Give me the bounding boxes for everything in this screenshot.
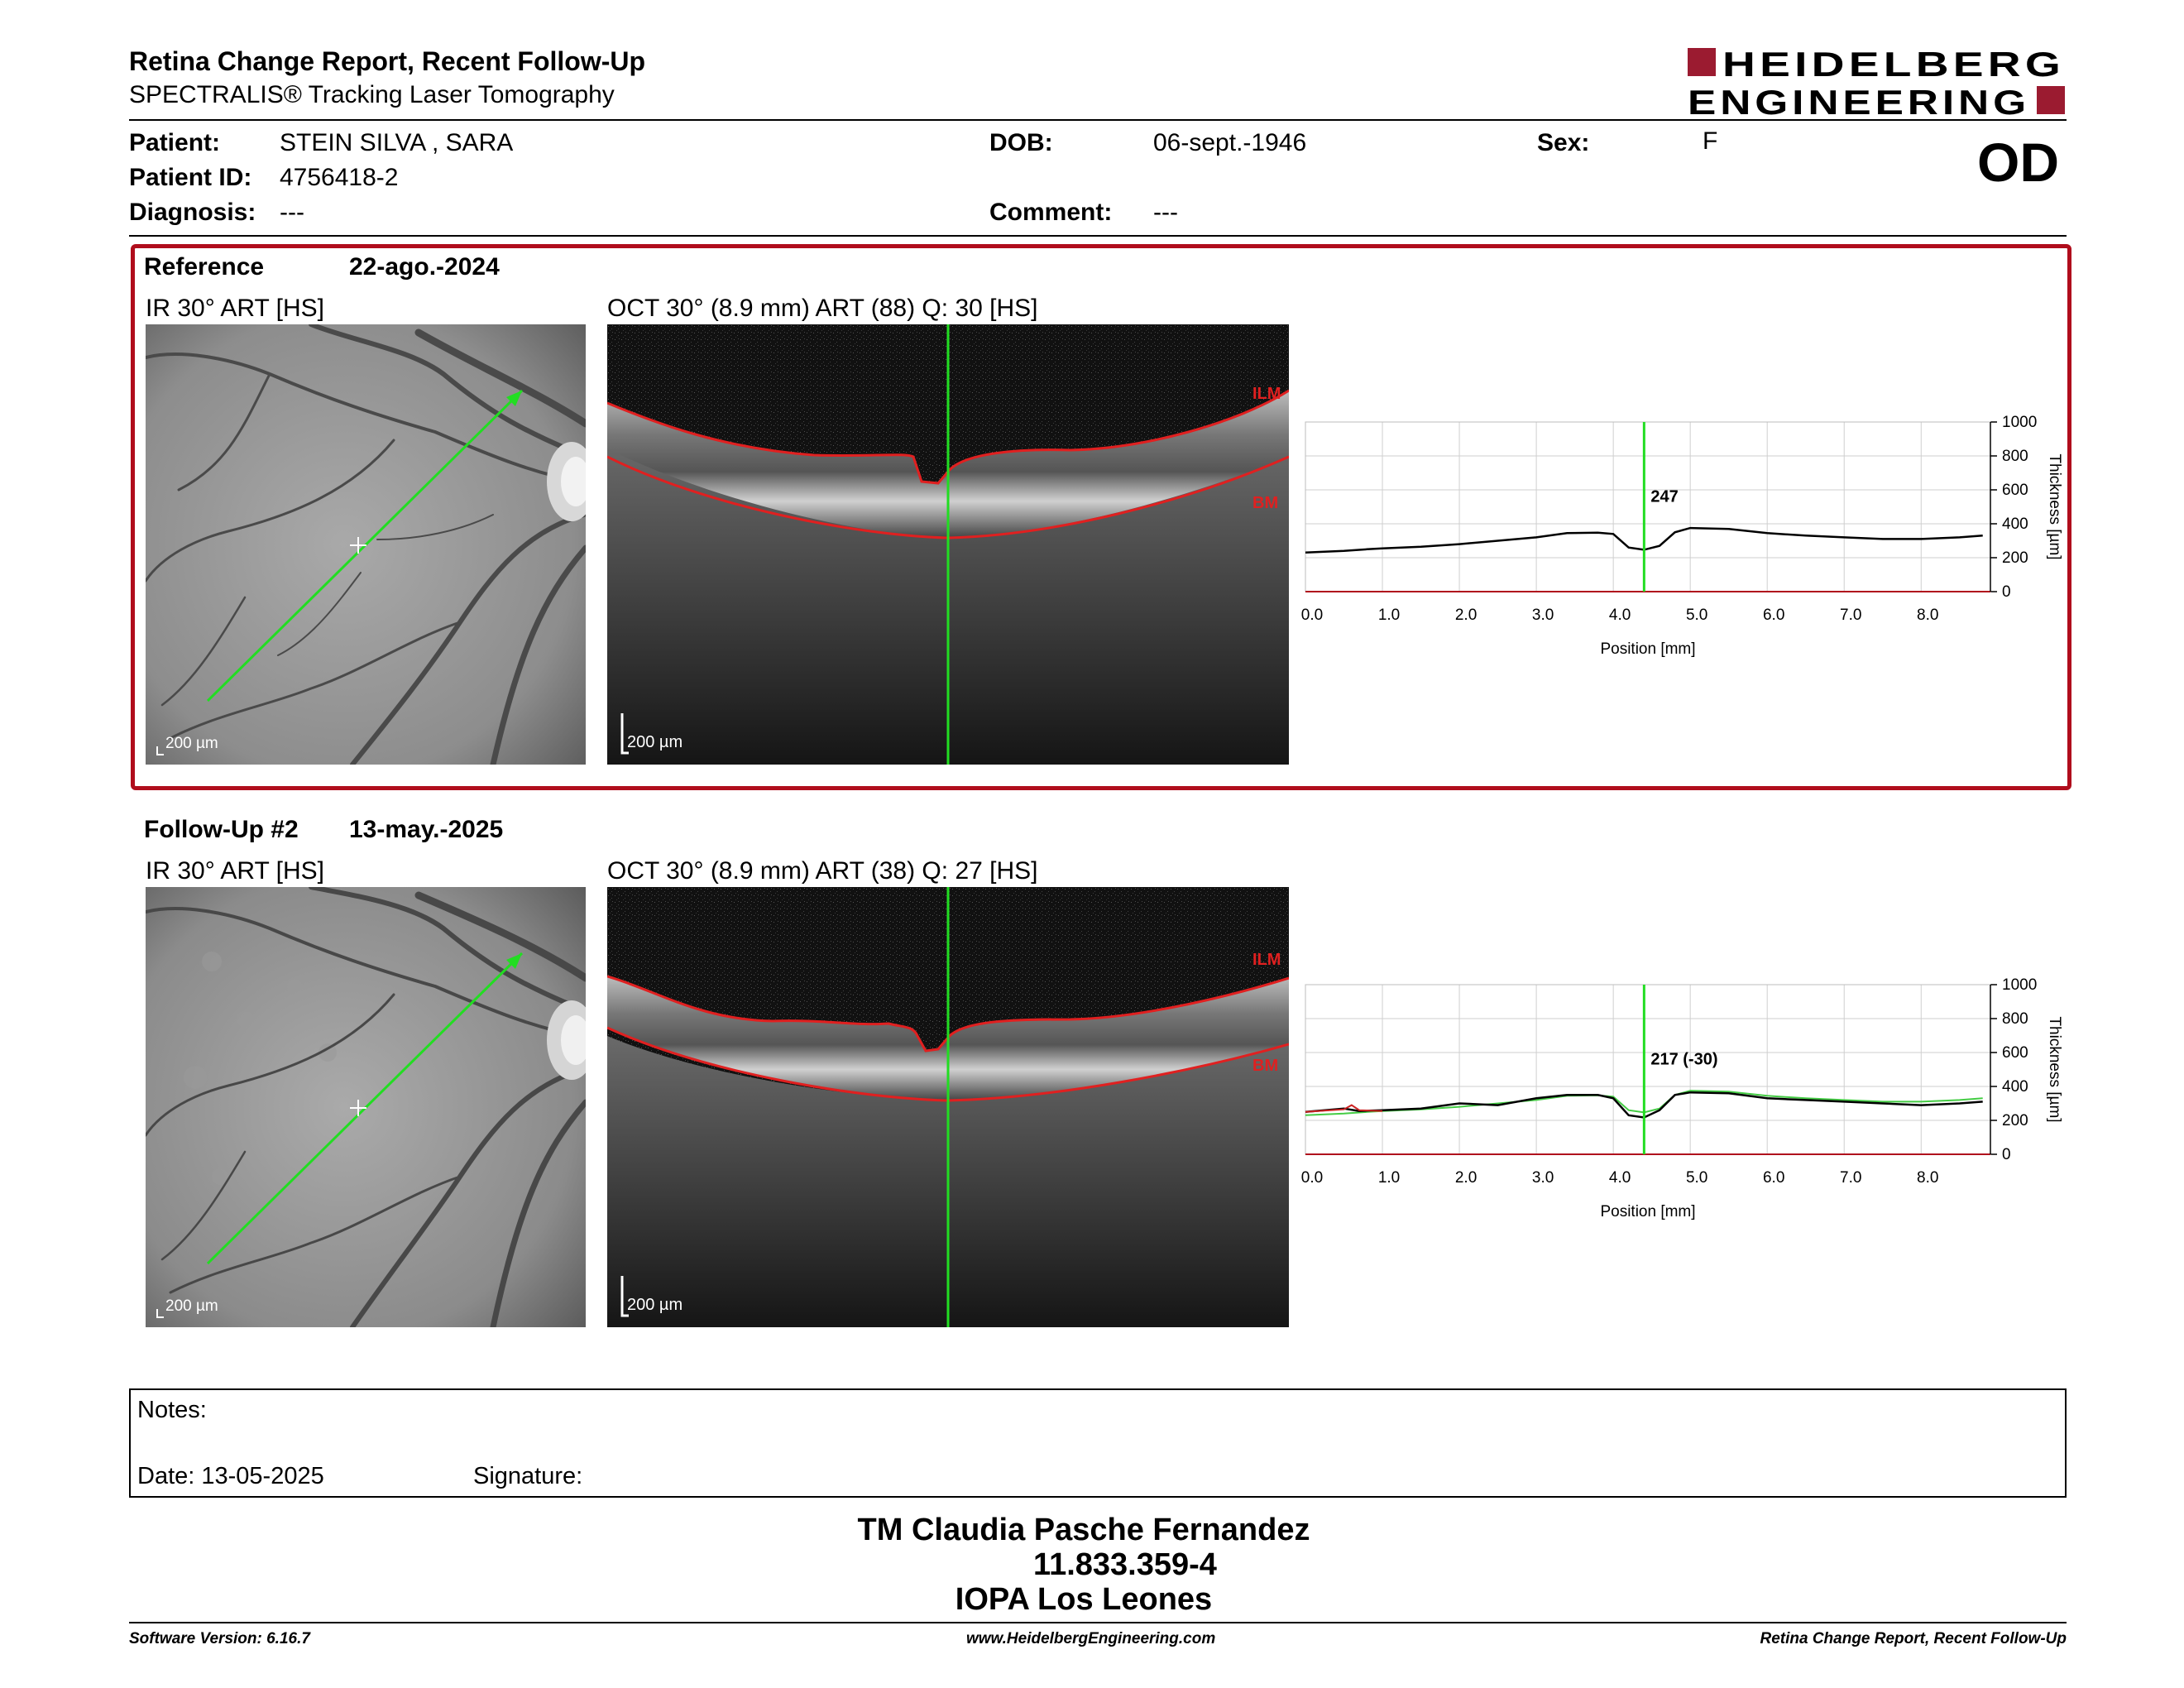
signature-label: Signature: [473, 1463, 583, 1489]
followup-ir-fundus-image: 200 µm [146, 887, 586, 1327]
x-tick-label: 5.0 [1686, 1169, 1707, 1187]
sex-label: Sex: [1537, 129, 1590, 156]
footer-report-title: Retina Change Report, Recent Follow-Up [1760, 1630, 2067, 1647]
x-tick-label: 6.0 [1763, 607, 1784, 624]
notes-box: Notes: Date: 13-05-2025 Signature: [129, 1388, 2067, 1498]
reference-thickness-chart: 0.0 1.0 2.0 3.0 4.0 5.0 6.0 7.0 8.0 0 200 400 600 800… [1301, 414, 2063, 658]
y-tick-label: 200 [2002, 1112, 2028, 1129]
dob-value: 06-sept.-1946 [1153, 129, 1307, 156]
plot-frame [1305, 421, 1991, 592]
reference-ilm-label: ILM [1252, 385, 1281, 403]
x-tick-label: 2.0 [1455, 607, 1477, 624]
followup-oct-scale: 200 µm [627, 1296, 682, 1314]
patient-label: Patient: [129, 129, 221, 156]
y-axis-label: Thickness [µm] [2046, 453, 2063, 559]
x-axis-label: Position [mm] [1600, 1203, 1695, 1220]
reference-ir-caption: IR 30° ART [HS] [146, 295, 324, 322]
heidelberg-logo: HEIDELBERG ENGINEERING [1688, 45, 2065, 117]
report-subtitle: SPECTRALIS® Tracking Laser Tomography [129, 81, 615, 108]
followup-date: 13-may.-2025 [349, 816, 504, 843]
followup-oct-caption: OCT 30° (8.9 mm) ART (38) Q: 27 [HS] [607, 857, 1038, 885]
followup-oct-bscan-image: ILM BM 200 µm [607, 887, 1289, 1327]
x-tick-label: 0.0 [1301, 1169, 1323, 1187]
x-tick-label: 8.0 [1917, 607, 1938, 624]
followup-ir-caption: IR 30° ART [HS] [146, 857, 324, 885]
x-tick-label: 3.0 [1532, 1169, 1554, 1187]
x-tick-label: 4.0 [1609, 607, 1631, 624]
x-tick-label: 5.0 [1686, 607, 1707, 624]
diagnosis-label: Diagnosis: [129, 199, 256, 226]
y-tick-label: 800 [2002, 1010, 2028, 1028]
followup-ilm-label: ILM [1252, 951, 1281, 969]
software-version: Software Version: 6.16.7 [129, 1630, 310, 1647]
x-tick-label: 8.0 [1917, 1169, 1938, 1187]
patient-id-label: Patient ID: [129, 164, 252, 191]
y-tick-label: 800 [2002, 448, 2028, 465]
x-tick-label: 4.0 [1609, 1169, 1631, 1187]
x-tick-label: 1.0 [1378, 1169, 1400, 1187]
thickness-value-label: 217 (-30) [1650, 1050, 1717, 1068]
reference-bm-label: BM [1252, 494, 1278, 512]
x-tick-label: 2.0 [1455, 1169, 1477, 1187]
reference-oct-scale: 200 µm [627, 733, 682, 751]
y-tick-label: 0 [2002, 583, 2011, 601]
y-tick-label: 1000 [2002, 414, 2037, 431]
comment-value: --- [1153, 199, 1178, 226]
clinic-id: 11.833.359-4 [1033, 1547, 1217, 1582]
sex-value: F [1703, 127, 1718, 155]
header-divider [129, 119, 2067, 121]
footer-divider [129, 1622, 2067, 1623]
y-tick-label: 400 [2002, 516, 2028, 533]
report-title: Retina Change Report, Recent Follow-Up [129, 46, 646, 76]
reference-ir-scale: 200 µm [165, 735, 218, 752]
thickness-series-line [1305, 526, 1983, 554]
x-tick-label: 6.0 [1763, 1169, 1784, 1187]
reference-oct-caption: OCT 30° (8.9 mm) ART (88) Q: 30 [HS] [607, 295, 1038, 322]
thickness-series-line [1305, 1104, 1383, 1113]
y-tick-label: 400 [2002, 1078, 2028, 1096]
eye-indicator: OD [1977, 132, 2059, 193]
website-link[interactable]: www.HeidelbergEngineering.com [966, 1630, 1216, 1647]
svg-text:HEIDELBERG: HEIDELBERG [1722, 45, 2065, 84]
followup-ir-scale: 200 µm [165, 1297, 218, 1315]
patient-divider [129, 235, 2067, 237]
y-tick-label: 600 [2002, 1044, 2028, 1062]
y-tick-label: 0 [2002, 1146, 2011, 1163]
y-tick-label: 600 [2002, 482, 2028, 499]
x-tick-label: 3.0 [1532, 607, 1554, 624]
patient-name: STEIN SILVA , SARA [280, 129, 514, 156]
diagnosis-value: --- [280, 199, 304, 226]
thickness-series-line [1305, 1091, 1983, 1119]
y-tick-label: 200 [2002, 549, 2028, 567]
followup-thickness-chart: 0.0 1.0 2.0 3.0 4.0 5.0 6.0 7.0 8.0 0 200 400 600 800… [1301, 976, 2063, 1220]
dob-label: DOB: [989, 129, 1053, 156]
y-tick-label: 1000 [2002, 976, 2037, 994]
thickness-value-label: 247 [1650, 487, 1678, 506]
plot-frame [1305, 984, 1991, 1155]
notes-date: Date: 13-05-2025 [137, 1463, 324, 1489]
followup-label: Follow-Up #2 [144, 816, 299, 843]
reference-oct-bscan-image: ILM BM 200 µm [607, 324, 1289, 765]
reference-label: Reference [144, 253, 265, 281]
clinic-name: TM Claudia Pasche Fernandez [857, 1513, 1310, 1547]
x-axis-label: Position [mm] [1600, 640, 1695, 658]
x-tick-label: 7.0 [1840, 607, 1861, 624]
clinic-location: IOPA Los Leones [955, 1582, 1213, 1617]
svg-text:ENGINEERING: ENGINEERING [1688, 83, 2030, 117]
comment-label: Comment: [989, 199, 1113, 226]
reference-date: 22-ago.-2024 [349, 253, 500, 281]
y-axis-label: Thickness [µm] [2046, 1016, 2063, 1122]
reference-frame [131, 244, 2071, 790]
x-tick-label: 7.0 [1840, 1169, 1861, 1187]
x-tick-label: 0.0 [1301, 607, 1323, 624]
followup-bm-label: BM [1252, 1057, 1278, 1075]
reference-ir-fundus-image: 200 µm [146, 324, 586, 765]
patient-id-value: 4756418-2 [280, 164, 399, 191]
notes-label: Notes: [137, 1397, 207, 1423]
x-tick-label: 1.0 [1378, 607, 1400, 624]
